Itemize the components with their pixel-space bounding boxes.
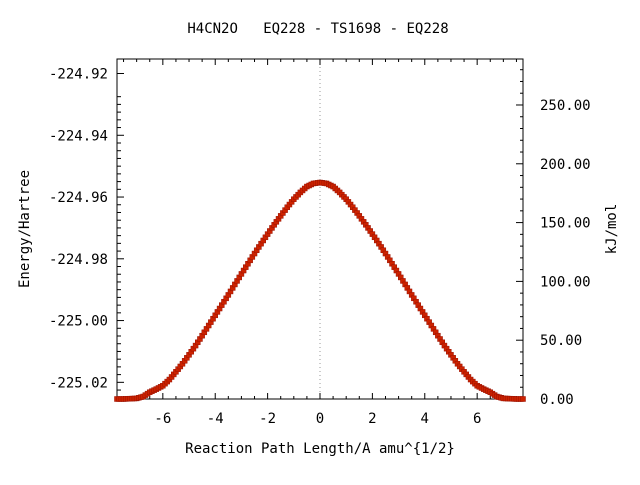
axis-ticks-group: -6 -4 -2 0 2 4 6 -224.92 -224.94 -224.96 -224.98 -2… xyxy=(49,59,591,427)
y-tick-label: -224.92 xyxy=(49,67,108,83)
x-tick-label: 6 xyxy=(473,411,481,427)
x-tick-label: -6 xyxy=(154,411,171,427)
y-tick-label: -224.94 xyxy=(49,128,108,144)
y-tick-label: -224.98 xyxy=(49,252,108,268)
y-tick-label: -225.00 xyxy=(49,314,108,330)
series-markers-group xyxy=(114,179,526,402)
data-point-marker xyxy=(520,396,526,402)
x-tick-label: -4 xyxy=(207,411,224,427)
y2-tick-label: 0.00 xyxy=(540,392,574,408)
x-axis-label: Reaction Path Length/A amu^{1/2} xyxy=(185,441,455,457)
y2-tick-label: 250.00 xyxy=(540,98,591,114)
y-axis-label: Energy/Hartree xyxy=(17,170,33,288)
x-tick-label: -2 xyxy=(259,411,276,427)
y2-tick-label: 50.00 xyxy=(540,333,582,349)
x-tick-label: 4 xyxy=(421,411,429,427)
x-tick-label: 0 xyxy=(316,411,324,427)
y-tick-label: -225.02 xyxy=(49,375,108,391)
y2-tick-label: 150.00 xyxy=(540,216,591,232)
x-tick-label: 2 xyxy=(368,411,376,427)
y-tick-label: -224.96 xyxy=(49,190,108,206)
chart-title: H4CN2O EQ228 - TS1698 - EQ228 xyxy=(187,21,448,37)
y2-tick-label: 100.00 xyxy=(540,274,591,290)
y2-tick-label: 200.00 xyxy=(540,157,591,173)
y2-axis-label: kJ/mol xyxy=(604,204,620,255)
